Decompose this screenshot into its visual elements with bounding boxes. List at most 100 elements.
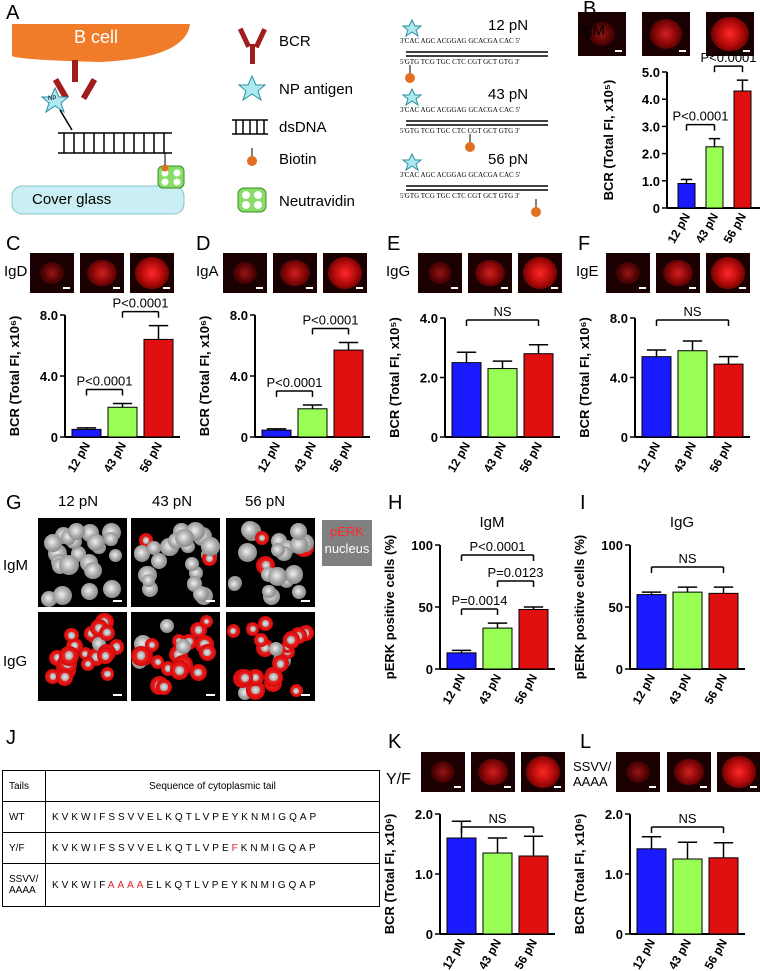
category-label: 56 pN	[707, 440, 735, 475]
chart-c: 0 4.0 8.0 BCR (Total FI, x10⁶) 12 pN 43 pN 56 …	[7, 296, 180, 475]
chart-i: IgG 0 50 100 pERK positive cells (%) 12 pN 43 …	[572, 514, 745, 707]
bar	[672, 591, 703, 670]
cell-nucleus	[175, 638, 192, 655]
cell-nucleus	[226, 624, 240, 638]
bcr-image	[421, 752, 465, 792]
cell-nucleus	[262, 584, 276, 599]
tails-row-name: Y/F	[2, 832, 46, 864]
y-tick-label: 8.0	[230, 308, 248, 323]
seq-part: ELKQTLVPEYKNMIGQAP	[146, 879, 319, 891]
nucleus-core	[136, 651, 146, 661]
scale-bar	[206, 694, 215, 696]
cell-nucleus	[289, 684, 303, 698]
cell-nucleus	[155, 679, 173, 696]
cell-nucleus	[97, 647, 114, 665]
nucleus-core	[240, 673, 249, 682]
y-axis-label: BCR (Total FI, x10⁵)	[387, 317, 402, 438]
legend-np-label: NP antigen	[279, 81, 353, 98]
tails-row-seq: KVKWIFSSVVELKQTLVPEFKNMIGQAP	[45, 832, 380, 864]
micrograph	[38, 612, 127, 701]
y-axis-label: pERK positive cells (%)	[572, 535, 587, 679]
nucleus-core	[175, 665, 184, 675]
isotype-label: IgD	[4, 263, 28, 280]
g-row-igm: IgM	[3, 557, 29, 574]
neutravidin-icon	[157, 153, 185, 189]
bcr-cluster	[475, 259, 505, 287]
b-cell-label: B cell	[74, 27, 119, 47]
construct-0	[401, 18, 548, 83]
cell-nucleus	[264, 667, 283, 687]
y-tick-label: 1.0	[415, 867, 433, 882]
scale-bar	[700, 786, 707, 788]
scale-bar	[551, 287, 558, 289]
g-col-56: 56 pN	[245, 493, 286, 510]
cell-nucleus	[201, 537, 220, 556]
tails-row-yf: Y/F KVKWIFSSVVELKQTLVPEFKNMIGQAP	[2, 832, 380, 864]
bcr-image	[80, 253, 124, 293]
nucleus-core	[287, 636, 296, 644]
bcr-image	[471, 752, 515, 792]
panel-letter-h: H	[388, 492, 403, 514]
scale-bar	[113, 600, 122, 602]
np-antigen-icon	[40, 86, 70, 114]
y-tick-label: 1.0	[642, 174, 660, 189]
tails-header-row: Tails Sequence of cytoplasmic tail	[2, 770, 380, 802]
chart-title: IgM	[479, 514, 504, 531]
np-label: NP	[48, 96, 57, 102]
legend-neutravidin-label: Neutravidin	[279, 193, 355, 210]
bcr-image	[468, 253, 512, 293]
np-antigen-icon	[401, 152, 423, 172]
cell-nucleus	[184, 556, 199, 572]
bcr-cluster	[430, 761, 456, 783]
nucleus-core	[87, 630, 94, 637]
category-label: 43 pN	[666, 672, 694, 707]
bar	[482, 627, 513, 670]
y-tick-label: 8.0	[40, 308, 58, 323]
cell-nucleus	[268, 567, 288, 587]
scale-bar	[739, 287, 746, 289]
scale-bar	[743, 50, 750, 52]
bcr-image	[30, 253, 74, 293]
nucleus-core	[70, 641, 79, 650]
y-tick-label: 0	[241, 430, 248, 445]
micrograph	[226, 518, 315, 607]
scale-bar	[649, 786, 656, 788]
nucleus-core	[53, 654, 61, 662]
bar	[733, 90, 752, 209]
bcr-cluster	[588, 21, 616, 47]
scale-bar	[454, 786, 461, 788]
y-axis-label: BCR (Total FI, x10⁶)	[382, 814, 397, 935]
nucleus-core	[64, 651, 74, 661]
category-label: 12 pN	[440, 937, 468, 971]
nucleus-core	[249, 626, 256, 633]
bar	[708, 592, 739, 670]
g-legend-box: pERK nucleus	[322, 520, 372, 566]
scale-bar	[113, 694, 122, 696]
category-label: 12 pN	[630, 937, 658, 971]
scale-bar	[113, 287, 120, 289]
nucleus-core	[84, 660, 91, 668]
significance-label: P<0.0001	[672, 109, 728, 124]
nucleus-core	[276, 660, 285, 668]
isotype-label: IgE	[576, 263, 599, 280]
nucleus-core	[206, 554, 213, 562]
bcr-cluster	[721, 756, 757, 788]
nucleus-core	[262, 619, 269, 627]
construct-bottom-strand: 5'GTG TCG TGC CTC CGT GCT GTG 3'	[400, 192, 520, 200]
legend-bcr-label: BCR	[279, 33, 311, 50]
bcr-image	[521, 752, 565, 792]
seq-part: KVKWIFSSVVELKQTLVPE	[52, 842, 232, 854]
cell-nucleus	[254, 531, 269, 545]
cell-nucleus	[189, 664, 207, 681]
construct-1	[401, 87, 548, 152]
nucleus-core	[194, 668, 202, 677]
tails-table: Tails Sequence of cytoplasmic tail WT KV…	[2, 770, 380, 907]
y-tick-label: 0	[616, 662, 623, 677]
nucleus-core	[258, 534, 265, 542]
bar	[708, 857, 739, 935]
nucleus-core	[94, 623, 104, 633]
bar	[705, 146, 724, 209]
y-tick-label: 4.0	[642, 92, 660, 107]
cell-nucleus	[290, 536, 308, 554]
cell-nucleus	[169, 660, 190, 681]
